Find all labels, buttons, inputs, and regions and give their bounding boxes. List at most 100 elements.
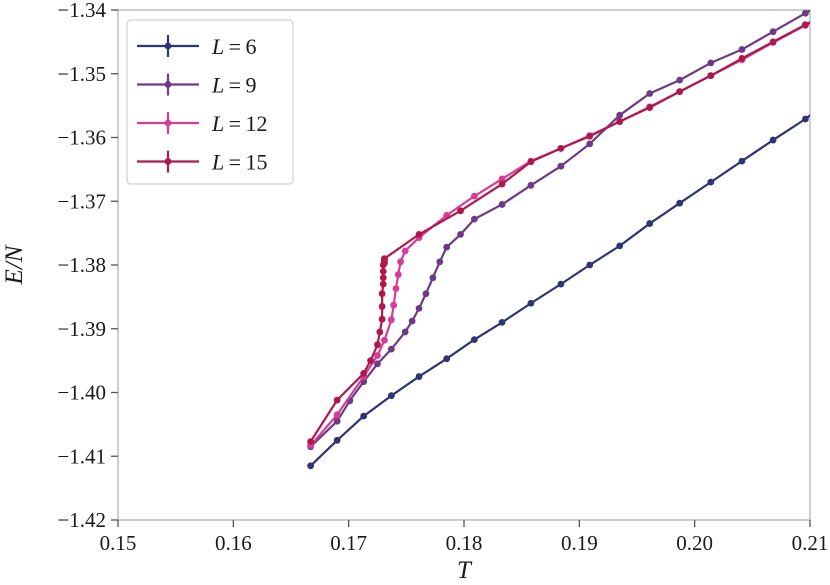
data-point [415,231,423,238]
x-tick-label: 0.18 [446,531,483,555]
data-point [616,111,624,119]
y-tick-label: −1.37 [57,189,106,213]
legend-label-variable: L [211,150,224,175]
data-point [360,412,368,420]
data-point [707,59,715,67]
data-point [387,316,395,324]
data-point [381,255,388,263]
data-point [676,199,684,207]
x-tick-label: 0.19 [561,531,598,555]
data-point [498,318,506,326]
data-point [646,90,654,97]
data-point [415,373,423,380]
x-axis-title: T [457,557,473,584]
series-1 [307,114,810,470]
data-point [394,271,402,278]
y-tick-label: −1.40 [57,381,106,405]
data-point [390,301,398,309]
data-point [333,396,341,404]
data-point [374,341,381,349]
x-tick-label: 0.17 [330,531,367,555]
legend-entry: L = 15 [137,150,267,175]
legend-label-variable: L [211,73,224,98]
y-tick-label: −1.41 [57,444,106,468]
data-point [738,55,746,62]
series-layer [307,10,810,470]
data-point [801,115,809,123]
legend-label-value: = 15 [224,150,267,175]
data-point [470,336,478,343]
data-point [616,118,624,125]
data-point [470,192,478,200]
data-point [707,72,715,80]
data-point [470,215,478,223]
data-point [586,140,594,148]
data-point [557,144,565,152]
data-point [527,158,535,166]
series-4 [307,21,810,445]
data-point [333,417,341,425]
data-point [333,411,341,419]
legend-marker [164,119,172,127]
data-point [401,247,409,255]
legend-marker [164,42,172,50]
y-tick-label: −1.39 [57,317,106,341]
data-point [307,462,315,470]
data-point [769,28,777,36]
data-point [557,162,565,170]
data-point [360,369,368,377]
data-point [769,38,777,46]
legend-label-value: = 12 [224,111,267,136]
x-tick-label: 0.15 [100,531,137,555]
data-point [801,21,809,29]
data-point [586,132,594,140]
data-point [646,220,654,227]
y-axis-title: E/N [1,244,28,285]
data-point [738,46,746,53]
legend-entry: L = 9 [137,73,256,98]
data-point [333,436,341,444]
y-tick-label: −1.34 [57,0,106,22]
data-point [401,328,409,336]
legend-box [126,19,294,185]
legend-entry: L = 6 [137,34,256,59]
data-point [307,438,315,445]
data-point [707,178,715,186]
data-point [374,352,381,359]
y-tick-label: −1.35 [57,62,106,86]
data-point [457,207,464,215]
data-point [408,317,416,325]
y-tick-label: −1.38 [57,253,106,277]
data-point [376,328,384,336]
data-point [374,360,381,368]
data-point [527,299,535,307]
data-point [392,285,400,292]
legend-label-value: = 9 [224,73,256,98]
data-point [498,175,506,183]
legend-label-value: = 6 [224,34,256,59]
data-point [415,304,423,312]
data-point [387,345,395,353]
data-point [498,201,506,208]
data-point [457,231,464,238]
data-point [379,267,387,275]
x-tick-label: 0.21 [792,531,829,555]
data-point [436,258,444,266]
data-point [378,303,386,310]
data-point [379,280,387,288]
legend-label-variable: L [211,111,224,136]
legend-label: L = 9 [211,73,256,98]
data-point [397,258,404,266]
data-point [527,181,535,189]
legend-label: L = 15 [211,150,267,175]
data-point [387,392,395,400]
data-point [378,315,386,323]
legend-label: L = 12 [211,111,267,136]
x-tick-label: 0.20 [676,531,713,555]
data-point [738,157,746,165]
data-point [676,88,684,95]
series-2 [307,10,810,451]
data-point [586,261,594,269]
data-point [557,280,565,288]
